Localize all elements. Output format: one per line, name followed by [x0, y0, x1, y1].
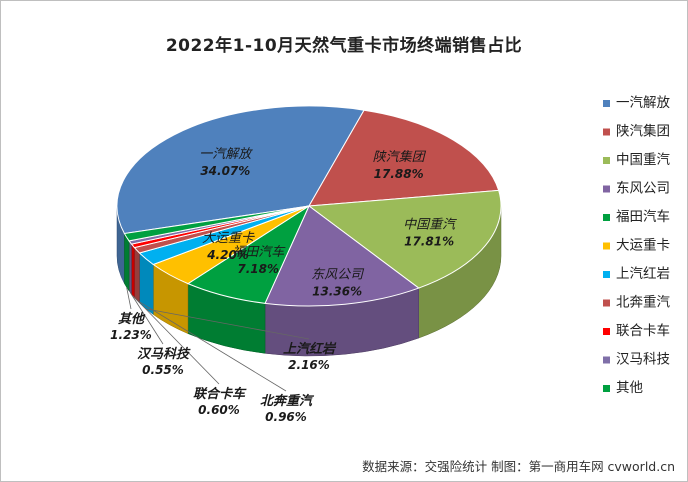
slice-label-6: 上汽红岩	[283, 341, 337, 357]
leader-line-9	[129, 292, 164, 345]
slice-value-10: 1.23%	[110, 328, 152, 342]
legend-swatch-6	[603, 271, 610, 278]
legend-swatch-0	[603, 100, 610, 107]
legend-swatch-9	[603, 356, 610, 364]
slice-label-7: 北奔重汽	[260, 393, 315, 409]
slice-label-8: 联合卡车	[193, 386, 247, 402]
leader-line-10	[126, 287, 132, 310]
slice-value-8: 0.60%	[198, 403, 240, 417]
pie-slice-0	[116, 105, 365, 235]
legend-label-7: 北奔重汽	[616, 295, 670, 311]
pie-wall-10	[124, 233, 130, 292]
legend-label-9: 汉马科技	[616, 352, 670, 368]
legend-label-10: 其他	[616, 380, 643, 396]
slice-value-9: 0.55%	[142, 363, 184, 377]
slice-value-0: 34.07%	[200, 164, 250, 178]
legend-swatch-3	[603, 185, 610, 193]
legend-label-8: 联合卡车	[616, 322, 670, 339]
legend-label-0: 一汽解放	[616, 95, 670, 111]
legend-swatch-8	[603, 328, 610, 335]
pie-wall-9	[128, 240, 132, 295]
legend-swatch-1	[603, 128, 610, 136]
slice-label-3: 东风公司	[311, 268, 365, 283]
legend-label-2: 中国重汽	[616, 152, 670, 168]
legend-swatch-5	[603, 242, 610, 250]
source-note: 数据来源：交强险统计 制图：第一商用车网 cvworld.cn	[362, 459, 675, 474]
legend-swatch-4	[603, 214, 610, 221]
slice-label-1: 陕汽集团	[373, 150, 427, 165]
slice-value-2: 17.81%	[404, 235, 454, 249]
leader-line-8	[132, 295, 220, 385]
legend-label-1: 陕汽集团	[616, 124, 670, 140]
slice-value-1: 17.88%	[374, 167, 424, 181]
pie-wall-7	[134, 246, 140, 304]
slice-label-2: 中国重汽	[403, 218, 457, 233]
slice-value-7: 0.96%	[265, 410, 307, 424]
leader-line-7	[136, 299, 287, 392]
slice-label-4: 福田汽车	[232, 245, 286, 260]
legend-label-4: 福田汽车	[616, 208, 670, 225]
slice-value-4: 7.18%	[237, 262, 279, 276]
pie-slice-1	[308, 109, 500, 207]
legend-swatch-10	[603, 385, 610, 392]
slice-label-0: 一汽解放	[199, 147, 253, 162]
leader-line-6	[145, 308, 310, 340]
pie-slice-3	[264, 205, 420, 307]
slice-label-9: 汉马科技	[137, 346, 191, 362]
legend-swatch-2	[603, 157, 610, 164]
pie-slice-10	[123, 205, 310, 242]
slice-value-3: 13.36%	[312, 285, 362, 299]
slice-label-5: 大运重卡	[202, 231, 255, 246]
slice-value-6: 2.16%	[288, 358, 330, 372]
pie-wall-8	[131, 243, 135, 299]
legend-label-3: 东风公司	[616, 181, 670, 197]
slice-label-10: 其他	[118, 311, 146, 327]
legend-label-6: 上汽红岩	[616, 266, 670, 282]
legend-swatch-7	[603, 299, 610, 307]
legend-label-5: 大运重卡	[616, 238, 670, 254]
chart-title: 2022年1-10月天然气重卡市场终端销售占比	[165, 36, 523, 56]
pie-slice-2	[307, 189, 502, 289]
slice-value-5: 4.20%	[206, 248, 249, 262]
